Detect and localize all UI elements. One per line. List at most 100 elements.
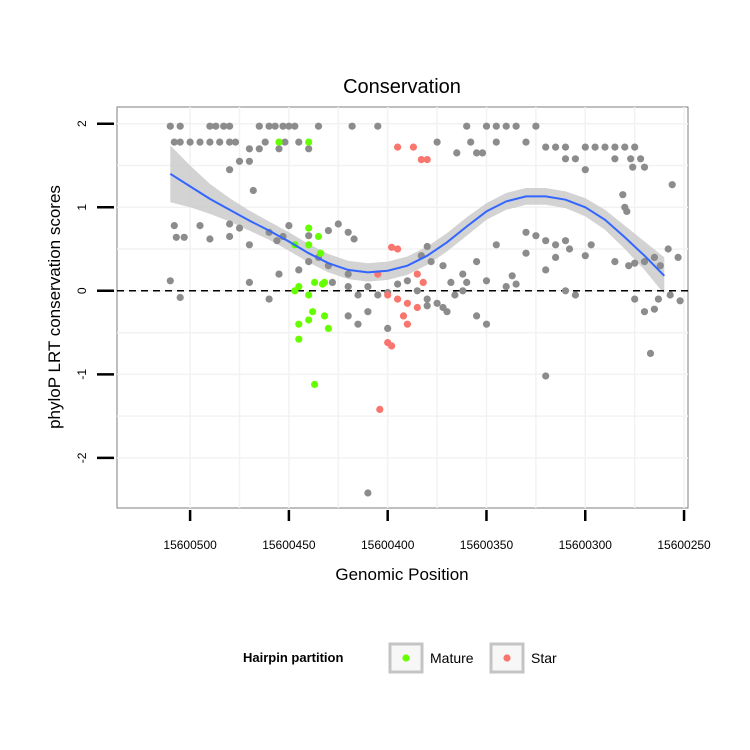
point-other <box>571 155 580 163</box>
point-other <box>344 270 352 278</box>
legend-label-mature: Mature <box>430 650 474 666</box>
point-other <box>473 258 481 266</box>
point-other <box>640 308 649 316</box>
point-other <box>492 122 500 130</box>
point-star <box>399 312 408 320</box>
point-mature <box>295 283 303 291</box>
point-other <box>235 157 244 165</box>
legend-title: Hairpin partition <box>243 650 343 665</box>
point-other <box>591 143 599 151</box>
point-other <box>571 291 580 299</box>
point-star <box>388 342 396 350</box>
point-mature <box>305 316 313 324</box>
point-other <box>423 302 431 310</box>
point-other <box>621 203 629 211</box>
point-other <box>631 143 639 151</box>
point-other <box>216 138 224 146</box>
point-other <box>611 143 619 151</box>
point-other <box>344 283 352 291</box>
point-star <box>394 143 402 151</box>
x-axis: 15600500 15600450 15600400 15600350 15600300… <box>163 510 711 552</box>
legend-marker-mature <box>402 654 410 662</box>
point-other <box>502 122 510 130</box>
point-other <box>473 149 481 157</box>
point-other <box>403 277 411 285</box>
point-mature <box>324 324 332 332</box>
point-other <box>170 222 178 230</box>
point-other <box>561 155 570 163</box>
point-other <box>629 163 637 171</box>
point-other <box>180 233 188 241</box>
x-tick-label: 15600500 <box>163 538 217 552</box>
y-tick-label: 2 <box>75 120 89 127</box>
point-other <box>279 122 287 130</box>
point-other <box>314 122 323 130</box>
point-other <box>482 277 491 285</box>
point-other <box>463 122 471 130</box>
point-other <box>565 245 574 253</box>
point-star <box>413 303 421 312</box>
point-other <box>305 258 313 266</box>
point-other <box>255 145 263 153</box>
point-other <box>350 235 358 243</box>
point-star <box>384 291 392 299</box>
point-other <box>285 222 293 230</box>
point-other <box>459 287 467 295</box>
point-other <box>176 122 184 130</box>
point-other <box>522 228 530 236</box>
point-other <box>631 259 639 267</box>
point-mature <box>314 232 323 241</box>
point-other <box>467 138 475 146</box>
point-mature <box>320 278 329 286</box>
y-axis: 2 1 0 -1 -2 <box>75 120 114 463</box>
point-other <box>542 266 550 274</box>
chart-title: Conservation <box>343 76 461 98</box>
point-other <box>196 222 204 230</box>
point-mature <box>309 308 317 316</box>
smooth-band-group <box>170 145 665 295</box>
point-other <box>512 280 520 288</box>
point-other <box>206 235 214 243</box>
point-other <box>581 252 589 260</box>
point-other <box>656 262 664 270</box>
point-other <box>394 280 402 288</box>
point-star <box>394 295 402 303</box>
point-other <box>212 122 220 130</box>
point-other <box>542 143 550 151</box>
point-mature <box>295 335 303 343</box>
point-other <box>348 122 356 130</box>
point-other <box>273 237 281 245</box>
point-other <box>423 295 431 303</box>
point-other <box>492 241 500 249</box>
point-mature <box>316 249 325 257</box>
point-other <box>423 242 431 251</box>
point-other <box>532 232 540 240</box>
point-star <box>413 270 421 278</box>
x-tick-label: 15600300 <box>559 538 613 552</box>
point-mature <box>275 138 283 146</box>
legend-label-star: Star <box>531 650 557 666</box>
point-other <box>668 181 676 189</box>
point-other <box>374 122 382 130</box>
point-other <box>226 166 234 174</box>
legend: Hairpin partition Mature Star <box>243 642 557 674</box>
point-other <box>650 305 659 313</box>
point-other <box>552 241 560 249</box>
point-star <box>417 156 425 164</box>
y-tick-label: 0 <box>75 287 89 294</box>
point-other <box>650 253 659 261</box>
smooth-confidence-band <box>170 145 665 295</box>
point-other <box>275 145 283 153</box>
point-other <box>478 149 487 157</box>
y-tick-label: -1 <box>75 369 89 380</box>
x-axis-title: Genomic Position <box>335 565 468 584</box>
smooth-line <box>169 172 666 277</box>
point-other <box>512 122 520 130</box>
point-other <box>235 224 244 232</box>
point-other <box>611 155 619 163</box>
point-other <box>561 143 570 151</box>
point-other <box>664 245 672 253</box>
point-other <box>542 237 550 245</box>
point-other <box>354 291 362 299</box>
